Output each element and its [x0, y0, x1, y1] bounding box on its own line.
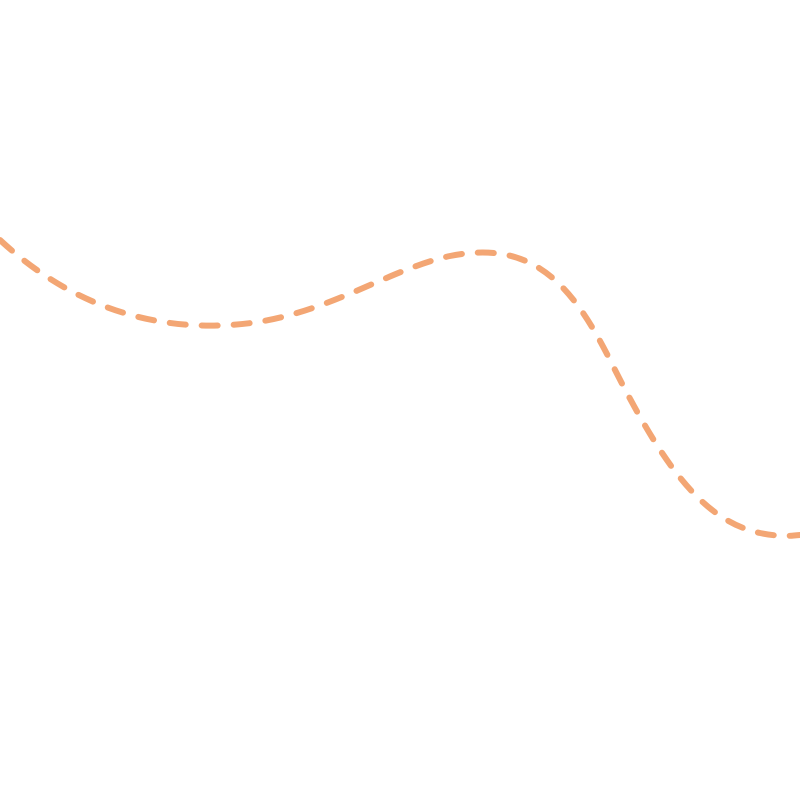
- dashed-wave-line: [0, 237, 800, 539]
